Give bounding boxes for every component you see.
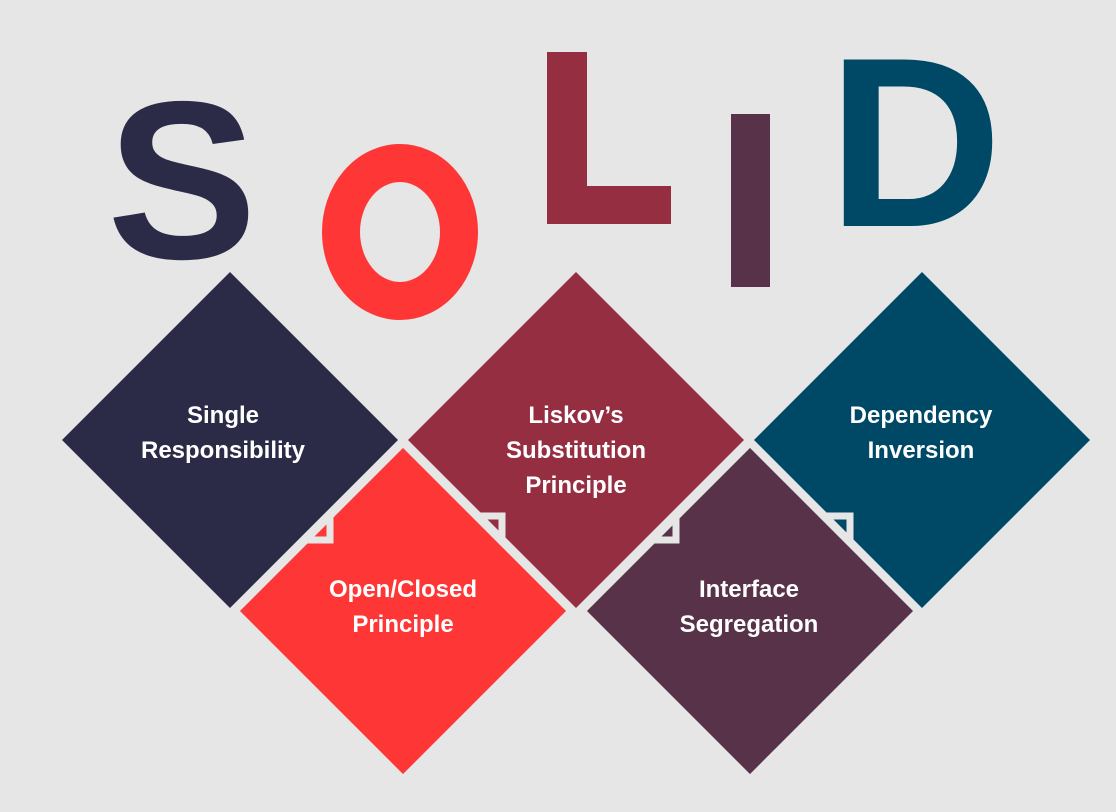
letter-d: D (828, 8, 1003, 278)
label-single-responsibility: Single Responsibility (140, 402, 306, 464)
label-dependency-inversion: Dependency Inversion (849, 402, 993, 464)
label-interface-segregation: Interface Segregation (679, 576, 819, 638)
notch-open-closed (305, 516, 334, 544)
notch-interface-left (651, 516, 680, 544)
notch-interface-right (824, 512, 854, 540)
diamond-single-responsibility (62, 272, 398, 608)
diamond-open-closed (230, 438, 576, 784)
label-liskov-substitution: Liskov’s Substitution Principle (506, 402, 646, 499)
letter-s: S (107, 54, 257, 306)
diamond-interface-segregation (577, 438, 923, 784)
letter-i (731, 114, 770, 287)
notch-open-closed-right (476, 512, 506, 540)
diamond-liskov-substitution (408, 272, 744, 608)
diamond-dependency-inversion (754, 272, 1090, 608)
letter-l (547, 52, 671, 224)
label-open-closed: Open/Closed Principle (328, 576, 478, 638)
letter-o (322, 144, 478, 320)
